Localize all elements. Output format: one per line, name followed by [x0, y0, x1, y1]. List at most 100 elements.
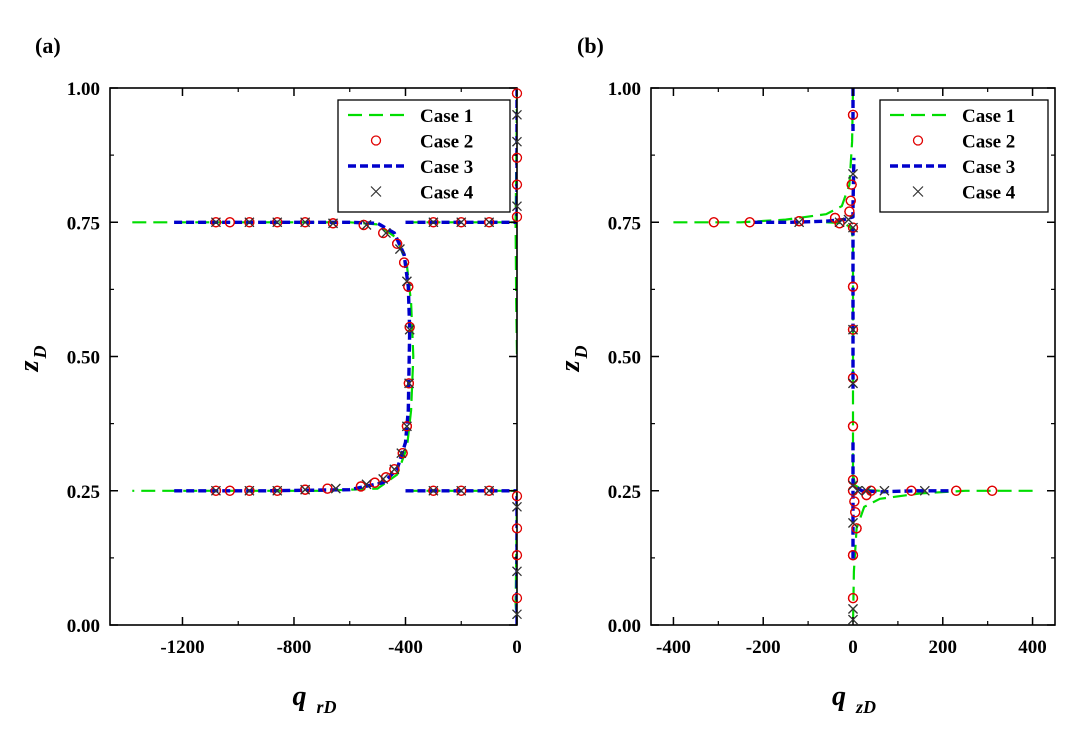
panel-b-series-4-point-0 — [794, 217, 805, 228]
panel-a-series-4-point-20 — [211, 485, 221, 496]
legend-panel-b-series-4-label: Case 4 — [962, 183, 1016, 204]
panel-a-series-4-point-22 — [456, 217, 467, 228]
panel-a-series-2-point-4 — [299, 217, 311, 228]
panel-a-series-4-point-24 — [428, 485, 439, 496]
panel-b-series-4-point-9 — [848, 603, 858, 614]
panel-a-series-2-point-30 — [483, 485, 495, 496]
panel-a-series-4-point-18 — [272, 485, 283, 496]
panel-a-series-2-point-32 — [511, 152, 523, 163]
panel-b-series-1-line-1 — [826, 221, 855, 486]
panel-b-series-2-point-6 — [845, 195, 856, 206]
panel-a-series-2-point-35 — [511, 490, 523, 502]
panel-a-series-4-point-9 — [404, 324, 415, 335]
panel-a-series-4-point-17 — [300, 484, 311, 495]
panel-b-series-2-point-13 — [847, 421, 859, 432]
panel-b-series-3-line-3 — [851, 442, 952, 494]
panel-a-series-2-point-27 — [483, 217, 495, 228]
panel-b-series-2-point-25 — [987, 485, 998, 496]
panel-b-series-4-point-14 — [919, 485, 930, 496]
panel-a-series-2-point-26 — [456, 217, 467, 228]
panel-a-series-2-point-9 — [398, 257, 410, 268]
panel-a-series-2-point-0 — [210, 217, 222, 228]
panel-a-series-4-point-21 — [428, 217, 439, 228]
panel-a-series-4-point-13 — [389, 464, 400, 475]
panel-b-series-4-point-7 — [848, 480, 858, 491]
panel-a-series-4-point-32 — [512, 609, 522, 620]
panel-a-series-3-line-0 — [174, 220, 412, 493]
panel-a-xtick-label-2: -400 — [388, 637, 423, 658]
panel-b-series-4-point-12 — [861, 485, 872, 496]
panel-label-b: (b) — [577, 33, 604, 58]
panel-b-series-2-point-18 — [851, 523, 862, 534]
panel-a-ytick-label-4: 1.00 — [67, 79, 100, 100]
panel-a-ylabel-sub: D — [30, 346, 50, 360]
panel-a-series-4-point-4 — [328, 218, 338, 229]
panel-b-series-2-point-9 — [847, 222, 859, 233]
panel-a-series-2-point-1 — [224, 217, 236, 228]
panel-b-series-1-line-0 — [673, 88, 855, 224]
panel-a-series-2-point-28 — [428, 485, 439, 496]
panel-a-series-2-point-37 — [511, 550, 523, 561]
panel-a-series-2-point-19 — [322, 483, 333, 494]
panel-a-series-4-point-28 — [512, 136, 522, 147]
panel-a-series-2-point-34 — [511, 211, 523, 223]
panel-a-series-2-point-38 — [511, 593, 523, 604]
panel-a-series-2-point-15 — [389, 464, 400, 475]
panel-a-xlabel-sub: rD — [317, 697, 337, 717]
panel-a-series-2-point-3 — [272, 217, 283, 228]
legend-panel-b-series-1-label: Case 1 — [962, 106, 1015, 127]
panel-a-series-2-point-5 — [327, 218, 339, 229]
panel-b-series-2-point-8 — [847, 109, 859, 120]
panel-b-series-2-point-12 — [847, 372, 859, 384]
panel-b-series-4-point-8 — [848, 518, 858, 528]
panel-b-series-2-point-5 — [844, 206, 855, 217]
legend-panel-a-series-3-label: Case 3 — [420, 157, 473, 178]
panel-a-series-4-point-8 — [401, 276, 412, 287]
legend-panel-b-series-2-swatch — [912, 135, 924, 146]
panel-a-series-2-point-20 — [299, 484, 311, 495]
panel-b-ytick-label-3: 0.75 — [608, 213, 641, 234]
panel-a-xtick-label-3: 0 — [512, 637, 522, 658]
panel-a-series-4-point-29 — [512, 201, 522, 212]
panel-b-ylabel-sub: D — [571, 346, 591, 360]
panel-a-series-2-point-25 — [428, 217, 439, 228]
panel-a-series-2-point-22 — [244, 485, 255, 496]
panel-a-series-2-point-2 — [244, 217, 255, 228]
panel-b-legend-box — [879, 99, 1049, 213]
panel-b-ytick-label-1: 0.25 — [608, 482, 641, 503]
panel-b-series-4-point-1 — [834, 217, 845, 228]
panel-b-series-4-point-3 — [848, 168, 858, 179]
panel-a-series-4-point-16 — [330, 483, 341, 494]
panel-a-series-4-point-27 — [512, 109, 522, 120]
panel-b-series-2-point-1 — [744, 217, 755, 228]
panel-a-series-2-point-29 — [456, 485, 467, 496]
legend-panel-a-series-2-swatch — [370, 135, 382, 146]
panel-a-series-4-point-10 — [404, 378, 415, 389]
panel-b-series-4-point-11 — [852, 485, 863, 496]
panel-b-ylabel-group: zD — [555, 346, 591, 373]
panel-b-series-4-point-6 — [848, 378, 858, 389]
panel-b-series-3-line-0 — [754, 157, 856, 224]
panel-a-series-2-point-12 — [403, 378, 414, 389]
panel-b-series-2-point-19 — [847, 550, 859, 561]
panel-a-series-4-point-31 — [512, 566, 522, 577]
panel-b-series-2-point-7 — [846, 179, 857, 190]
panel-b-xtick-label-2: 0 — [848, 637, 858, 658]
legend-panel-b-series-3-label: Case 3 — [962, 157, 1015, 178]
legend-panel-b-series-2-label: Case 2 — [962, 132, 1015, 153]
panel-a-xtick-label-1: -800 — [277, 637, 312, 658]
panel-a-series-4-point-6 — [381, 228, 391, 238]
panel-a-legend: Case 1 Case 2 Case 3 Case 4 — [337, 99, 511, 213]
panel-a-ylabel: z — [14, 360, 45, 372]
panel-b-series-2-point-0 — [708, 217, 719, 228]
panel-a-series-4-point-23 — [484, 217, 495, 228]
panel-a-series-4-point-25 — [456, 485, 467, 496]
panel-a-series-2-point-24 — [210, 485, 222, 496]
panel-b-series-2-point-16 — [849, 496, 860, 507]
panel-a-series-2-point-31 — [511, 88, 523, 99]
panel-b-series-2-point-2 — [793, 216, 805, 227]
panel-b-series-4-point-13 — [879, 485, 890, 496]
panel-a-ytick-label-0: 0.00 — [67, 616, 100, 637]
panel-b-xtick-label-3: 200 — [929, 637, 958, 658]
panel-a-series-2-point-6 — [358, 219, 369, 231]
